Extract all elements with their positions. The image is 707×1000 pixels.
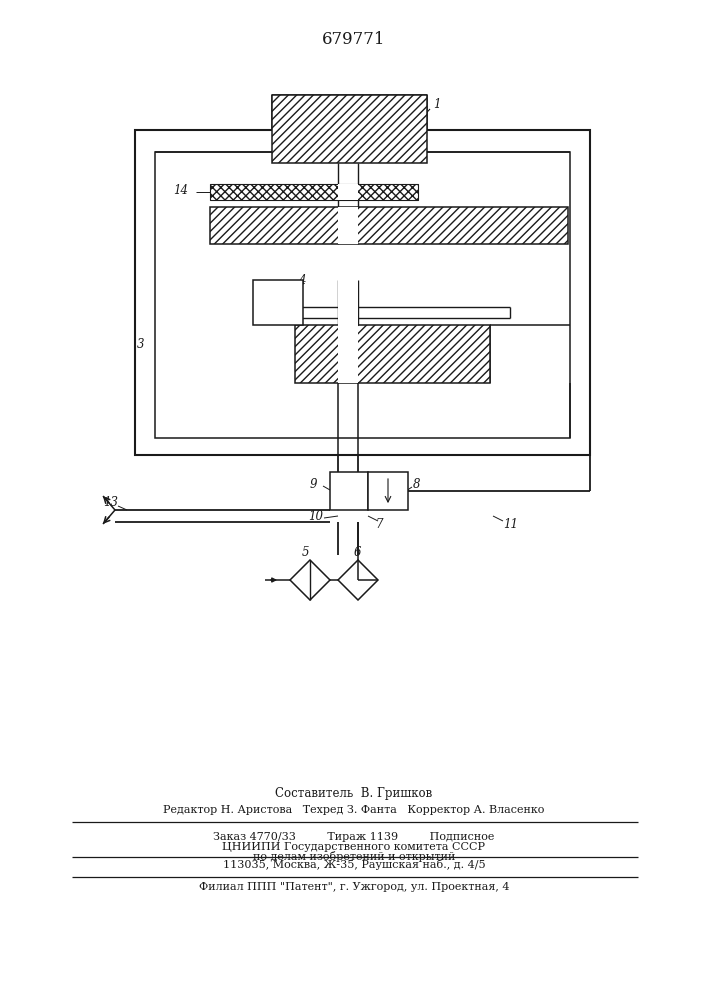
Text: по делам изобретений и открытий: по делам изобретений и открытий xyxy=(253,850,455,861)
Bar xyxy=(272,95,427,163)
Bar xyxy=(338,184,358,200)
Bar xyxy=(253,280,303,325)
Text: Составитель  В. Гришков: Составитель В. Гришков xyxy=(275,786,433,800)
Text: Редактор Н. Аристова   Техред З. Фанта   Корректор А. Власенко: Редактор Н. Аристова Техред З. Фанта Кор… xyxy=(163,805,544,815)
Text: 14: 14 xyxy=(173,184,188,196)
Bar xyxy=(135,130,590,455)
Text: 12: 12 xyxy=(435,232,450,244)
Text: 5: 5 xyxy=(302,546,310,560)
Text: Филиал ППП "Патент", г. Ужгород, ул. Проектная, 4: Филиал ППП "Патент", г. Ужгород, ул. Про… xyxy=(199,882,509,892)
Bar xyxy=(210,184,418,200)
Bar xyxy=(338,325,358,383)
Bar xyxy=(210,207,568,244)
Text: 9: 9 xyxy=(310,478,317,490)
Text: 2: 2 xyxy=(295,232,303,244)
Text: 113035, Москва, Ж-35, Раушская наб., д. 4/5: 113035, Москва, Ж-35, Раушская наб., д. … xyxy=(223,859,485,870)
Text: Заказ 4770/33         Тираж 1139         Подписное: Заказ 4770/33 Тираж 1139 Подписное xyxy=(214,832,495,842)
Text: 7: 7 xyxy=(376,518,383,530)
Bar xyxy=(155,152,570,438)
Bar xyxy=(338,280,358,325)
Text: ЦНИИПИ Государственного комитета СССР: ЦНИИПИ Государственного комитета СССР xyxy=(223,842,486,852)
Text: 679771: 679771 xyxy=(322,31,386,48)
Bar xyxy=(330,472,368,510)
Bar xyxy=(295,325,490,383)
Text: 13: 13 xyxy=(103,496,118,510)
Text: 1: 1 xyxy=(433,99,440,111)
Text: 8: 8 xyxy=(413,478,421,490)
Text: 6: 6 xyxy=(354,546,361,560)
Text: 11: 11 xyxy=(503,518,518,530)
Text: 3: 3 xyxy=(137,338,144,352)
Text: 4: 4 xyxy=(298,273,305,286)
Bar xyxy=(368,472,408,510)
Text: 10: 10 xyxy=(308,510,323,524)
Bar xyxy=(338,207,358,244)
